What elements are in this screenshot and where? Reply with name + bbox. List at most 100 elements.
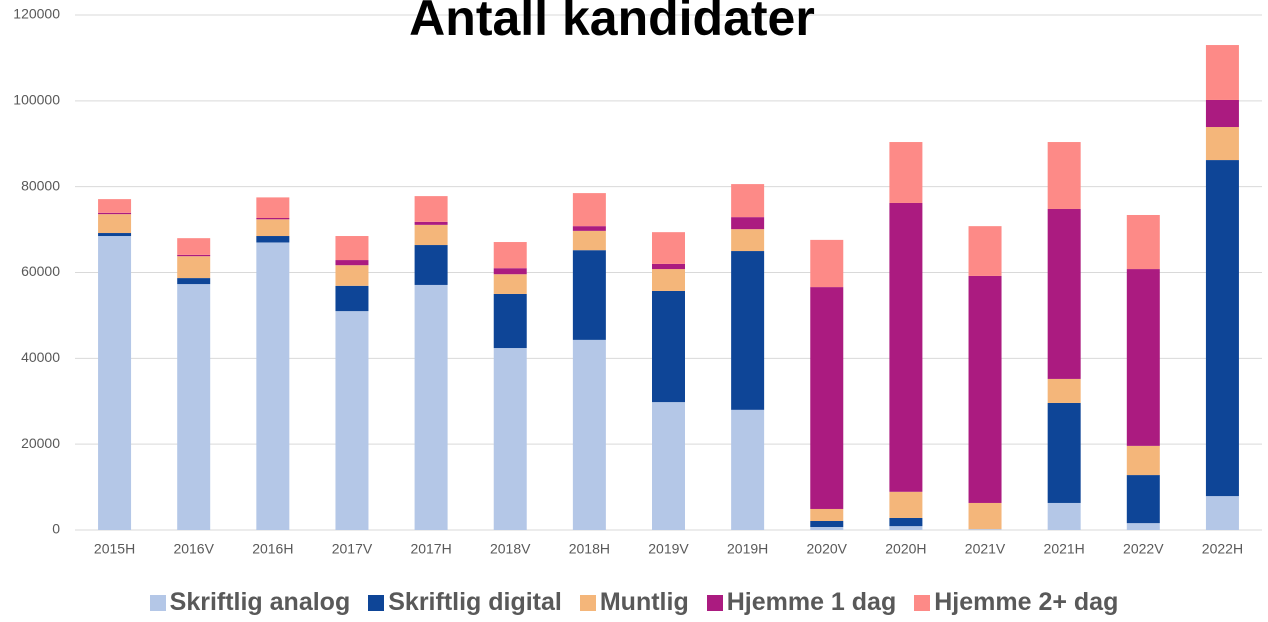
legend-label: Hjemme 2+ dag: [934, 588, 1119, 616]
x-tick-label: 2020H: [885, 541, 926, 557]
bar-segment: [1205, 127, 1239, 161]
legend-swatch: [579, 594, 596, 611]
bar-segment: [731, 251, 765, 410]
bar-segment: [256, 219, 290, 237]
y-tick-label: 100000: [13, 92, 60, 108]
bar-segment: [1205, 160, 1239, 497]
bar-segment: [335, 285, 369, 312]
legend-item: Hjemme 2+ dag: [914, 588, 1118, 617]
bar-segment: [177, 256, 211, 279]
bar-segment: [810, 508, 844, 521]
x-tick-label: 2021H: [1044, 541, 1085, 557]
x-tick-label: 2015H: [94, 541, 135, 557]
legend-label: Hjemme 1 dag: [726, 588, 897, 616]
bar-segment: [1047, 402, 1081, 503]
bars: [98, 45, 1239, 531]
bar-segment: [1205, 496, 1239, 530]
chart-title: Antall kandidater: [409, 0, 815, 46]
bar-segment: [98, 233, 132, 237]
bar-segment: [98, 199, 132, 213]
bar-segment: [652, 232, 685, 264]
x-tick-label: 2018H: [569, 541, 610, 557]
legend: Skriftlig analog Skriftlig digital Muntlig…: [0, 588, 1268, 617]
bar-segment: [968, 502, 1002, 530]
bar-segment: [810, 526, 844, 530]
legend-swatch: [706, 594, 723, 611]
legend-label: Muntlig: [599, 588, 689, 616]
bar-segment: [1047, 208, 1081, 379]
bar-segment: [256, 217, 290, 220]
bar-segment: [177, 278, 211, 285]
bar-segment: [414, 221, 448, 225]
y-tick-label: 20000: [21, 435, 60, 451]
bar-segment: [1047, 142, 1081, 209]
legend-item: Hjemme 1 dag: [706, 588, 897, 617]
bar-segment: [493, 348, 527, 530]
bar-segment: [335, 260, 369, 266]
x-tick-label: 2019H: [727, 541, 768, 557]
y-tick-label: 0: [52, 521, 60, 537]
bar-segment: [572, 226, 606, 231]
x-tick-label: 2022V: [1123, 541, 1164, 557]
bar-segment: [889, 526, 923, 530]
x-tick-label: 2016V: [173, 541, 214, 557]
x-tick-label: 2016H: [252, 541, 293, 557]
bar-segment: [335, 311, 369, 530]
bar-segment: [493, 293, 527, 349]
bar-segment: [493, 268, 527, 275]
x-tick-label: 2019V: [648, 541, 689, 557]
y-tick-label: 40000: [21, 349, 60, 365]
bar-segment: [414, 245, 448, 285]
x-tick-label: 2017H: [410, 541, 451, 557]
bar-segment: [889, 142, 923, 203]
bar-segment: [889, 202, 923, 492]
bar-segment: [652, 263, 685, 270]
bar-segment: [98, 236, 132, 531]
bar-segment: [1126, 445, 1160, 476]
x-tick-label: 2020V: [807, 541, 848, 557]
bar-segment: [810, 287, 844, 509]
x-tick-label: 2021V: [965, 541, 1006, 557]
legend-item: Skriftlig analog: [149, 588, 351, 617]
y-tick-label: 80000: [21, 177, 60, 193]
bar-segment: [731, 184, 765, 218]
bar-segment: [572, 230, 606, 251]
bar-segment: [493, 274, 527, 294]
bar-segment: [1126, 269, 1160, 446]
bar-segment: [177, 284, 211, 530]
bar-segment: [1205, 99, 1239, 128]
legend-label: Skriftlig digital: [388, 588, 562, 616]
legend-item: Skriftlig digital: [368, 588, 562, 617]
bar-segment: [335, 265, 369, 286]
legend-swatch: [149, 594, 166, 611]
x-tick-label: 2022H: [1202, 541, 1243, 557]
bar-segment: [1126, 214, 1160, 270]
bar-segment: [968, 226, 1002, 276]
bar-segment: [1126, 523, 1160, 530]
bar-segment: [256, 242, 290, 531]
bar-segment: [652, 402, 685, 530]
x-tick-label: 2018V: [490, 541, 531, 557]
bar-segment: [1205, 45, 1239, 100]
legend-swatch: [914, 594, 931, 611]
bar-segment: [572, 193, 606, 227]
legend-swatch: [368, 594, 385, 611]
bar-segment: [652, 290, 685, 403]
bar-segment: [414, 196, 448, 222]
bar-segment: [968, 275, 1002, 503]
bar-segment: [414, 224, 448, 246]
bar-segment: [731, 229, 765, 252]
bar-segment: [731, 409, 765, 530]
bar-segment: [810, 520, 844, 527]
bar-segment: [731, 217, 765, 230]
bar-segment: [493, 242, 527, 269]
x-tick-label: 2017V: [332, 541, 373, 557]
bar-segment: [256, 197, 290, 218]
bar-segment: [889, 517, 923, 527]
legend-label: Skriftlig analog: [169, 588, 351, 616]
y-tick-label: 120000: [13, 6, 60, 22]
bar-segment: [1126, 475, 1160, 524]
bar-segment: [414, 284, 448, 530]
